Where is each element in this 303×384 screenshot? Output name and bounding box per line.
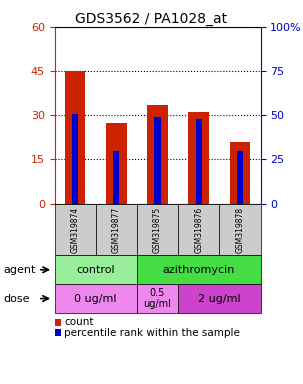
- Text: percentile rank within the sample: percentile rank within the sample: [64, 328, 240, 338]
- Bar: [106, 122, 127, 204]
- Bar: [147, 105, 168, 204]
- Text: GSM319877: GSM319877: [112, 206, 121, 253]
- Text: control: control: [76, 265, 115, 275]
- Text: azithromycin: azithromycin: [163, 265, 235, 275]
- Bar: [237, 151, 243, 204]
- Text: GSM319875: GSM319875: [153, 206, 162, 253]
- Text: dose: dose: [3, 293, 29, 304]
- Text: GDS3562 / PA1028_at: GDS3562 / PA1028_at: [75, 12, 228, 25]
- Text: GSM319878: GSM319878: [235, 206, 245, 253]
- Text: 0 ug/ml: 0 ug/ml: [75, 293, 117, 304]
- Text: GSM319874: GSM319874: [71, 206, 80, 253]
- Text: 0.5
ug/ml: 0.5 ug/ml: [144, 288, 171, 310]
- Text: agent: agent: [3, 265, 35, 275]
- Bar: [72, 114, 78, 204]
- Bar: [155, 117, 161, 204]
- Text: 2 ug/ml: 2 ug/ml: [198, 293, 241, 304]
- Bar: [65, 71, 85, 204]
- Text: count: count: [64, 317, 94, 327]
- Bar: [188, 112, 209, 204]
- Bar: [196, 119, 202, 204]
- Text: GSM319876: GSM319876: [194, 206, 203, 253]
- Bar: [113, 151, 119, 204]
- Bar: [230, 142, 250, 204]
